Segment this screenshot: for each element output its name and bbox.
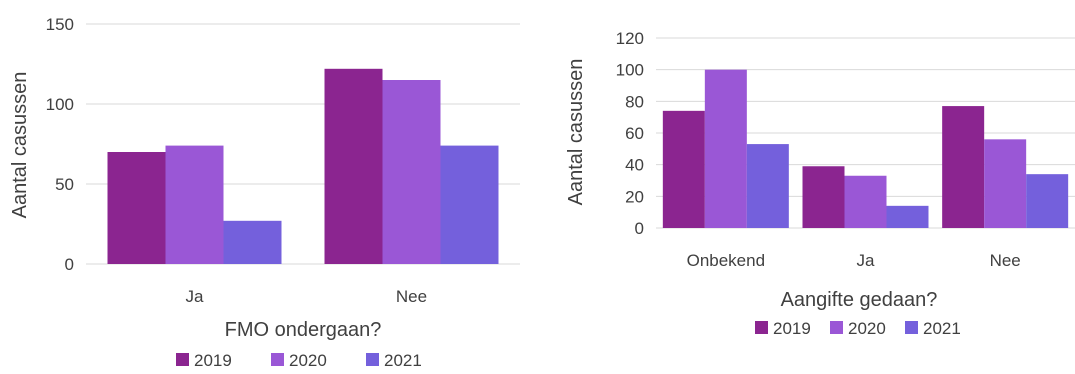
chart-fmo-bar-2020 [382,80,441,264]
chart-aangifte-bars [662,69,1069,229]
chart-fmo-legend-label-2021: 2021 [384,351,422,370]
chart-aangifte-y-tick-label: 20 [625,187,644,206]
chart-aangifte-legend-label-2020: 2020 [848,319,886,338]
chart-fmo-x-tick-label: Nee [396,287,427,306]
chart-aangifte-x-ticks: Onbekend Ja Nee [687,251,1021,270]
chart-fmo-y-tick-label: 100 [46,95,74,114]
chart-fmo-bar-2021 [440,145,499,264]
chart-aangifte-y-tick-label: 60 [625,124,644,143]
chart-aangifte-y-axis-title: Aantal casussen [565,59,587,206]
chart-fmo-y-axis-title: Aantal casussen [9,72,31,219]
chart-fmo-legend-swatch-2020 [271,353,284,366]
chart-fmo-legend-label-2020: 2020 [289,351,327,370]
chart-aangifte-x-tick-label: Nee [990,251,1021,270]
chart-aangifte-bar-2020 [844,175,887,228]
chart-aangifte-y-tick-label: 40 [625,156,644,175]
chart-aangifte-bar-2019 [942,106,985,228]
chart-fmo-bar-2020 [165,145,224,264]
chart-aangifte-x-axis-title: Aangifte gedaan? [781,289,938,311]
chart-fmo-bar-2019 [324,68,383,264]
chart-fmo-legend: 2019 2020 2021 [176,351,422,370]
chart-aangifte-x-tick-label: Onbekend [687,251,765,270]
chart-fmo-y-tick-label: 50 [55,175,74,194]
chart-aangifte-legend-swatch-2021 [905,321,918,334]
chart-fmo-bars [107,68,499,264]
chart-aangifte-y-tick-label: 100 [616,61,644,80]
chart-aangifte-y-tick-label: 120 [616,29,644,48]
chart-aangifte-bar-2020 [704,69,747,229]
chart-fmo-x-tick-label: Ja [186,287,205,306]
chart-aangifte-bar-2020 [984,139,1027,228]
chart-fmo-x-axis-title: FMO ondergaan? [225,319,382,341]
chart-aangifte-legend-label-2019: 2019 [773,319,811,338]
chart-fmo-legend-swatch-2019 [176,353,189,366]
chart-aangifte-bar-2019 [662,110,705,228]
chart-aangifte-y-tick-label: 0 [635,219,644,238]
chart-aangifte-bar-2019 [802,166,845,228]
chart-fmo-y-tick-label: 150 [46,15,74,34]
chart-aangifte-legend-swatch-2020 [830,321,843,334]
chart-aangifte: 0 20 40 60 80 100 120 Onbekend Ja Nee Aantal cas… [565,29,1075,338]
chart-fmo-x-ticks: Ja Nee [186,287,428,306]
chart-fmo-y-tick-label: 0 [65,255,74,274]
chart-aangifte-bar-2021 [1026,174,1069,228]
chart-aangifte-bar-2021 [886,205,929,228]
chart-fmo-legend-swatch-2021 [366,353,379,366]
chart-aangifte-legend: 2019 2020 2021 [755,319,961,338]
chart-aangifte-legend-label-2021: 2021 [923,319,961,338]
chart-aangifte-y-ticks: 0 20 40 60 80 100 120 [616,29,644,238]
chart-aangifte-bar-2021 [746,144,789,228]
chart-aangifte-legend-swatch-2019 [755,321,768,334]
chart-fmo-y-ticks: 0 50 100 150 [46,15,74,274]
chart-aangifte-y-tick-label: 80 [625,92,644,111]
chart-fmo-bar-2021 [223,220,282,264]
chart-fmo: 0 50 100 150 Ja Nee Aantal casussen FMO onde… [9,15,520,370]
chart-aangifte-x-tick-label: Ja [857,251,876,270]
chart-fmo-legend-label-2019: 2019 [194,351,232,370]
chart-fmo-bar-2019 [107,152,166,264]
